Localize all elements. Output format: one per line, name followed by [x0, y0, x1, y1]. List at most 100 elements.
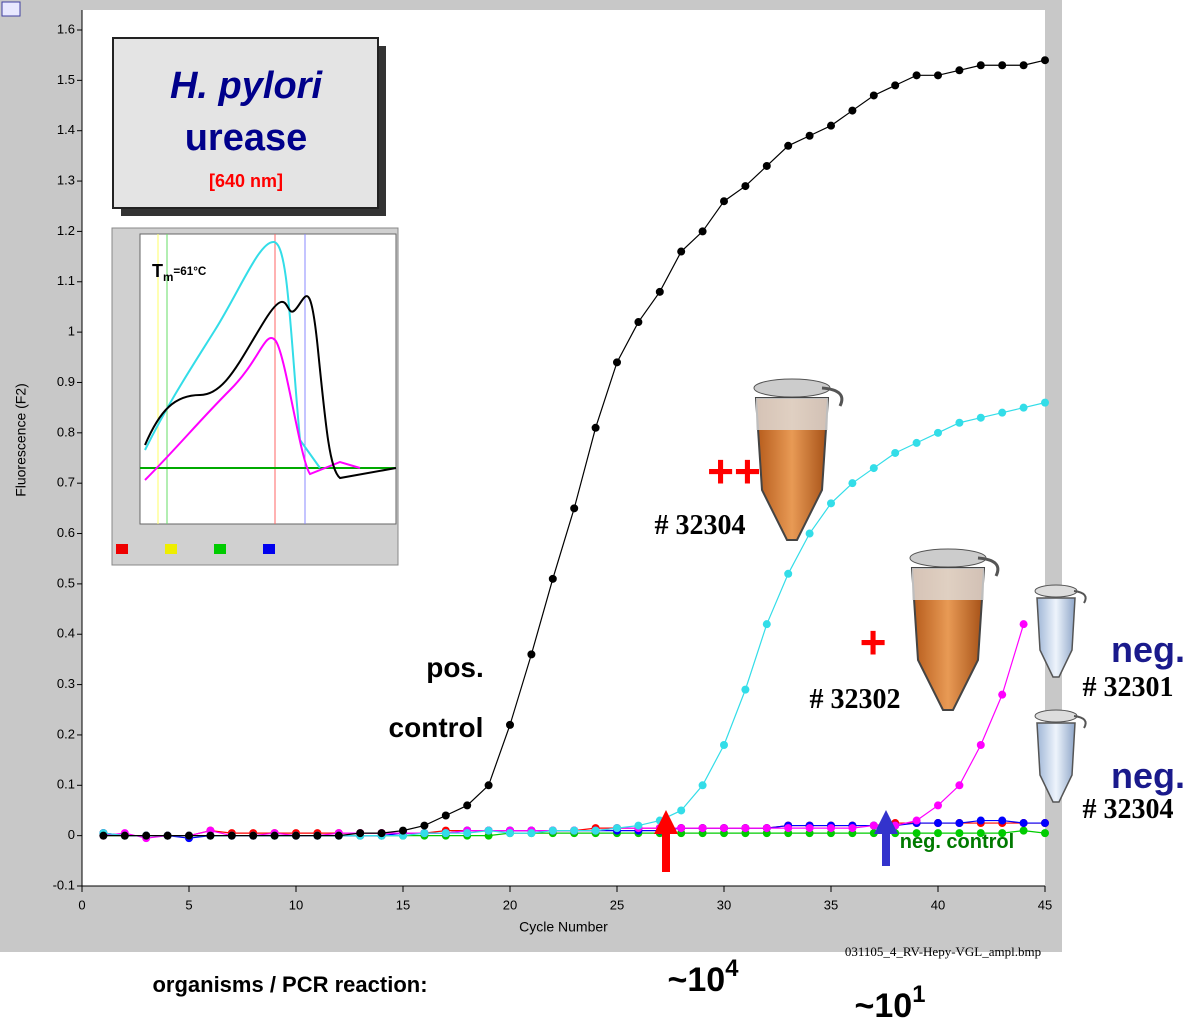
inset-legend-swatch [165, 544, 177, 554]
y-tick-label: 0.8 [57, 424, 75, 439]
data-point [634, 318, 642, 326]
data-point [613, 358, 621, 366]
y-tick-label: 1.5 [57, 72, 75, 87]
data-point [142, 832, 150, 840]
x-tick-label: 5 [185, 897, 192, 912]
annotation-part: neg. control [900, 831, 1014, 853]
data-point [121, 832, 129, 840]
data-point [848, 479, 856, 487]
data-point [164, 832, 172, 840]
data-point [1041, 399, 1049, 407]
tube-top [912, 568, 984, 600]
data-point [934, 71, 942, 79]
x-tick-label: 45 [1038, 897, 1052, 912]
data-point [955, 819, 963, 827]
annotation: [640 nm] [209, 171, 283, 191]
data-point [271, 832, 279, 840]
annotation-part: # 32301 [1083, 672, 1174, 703]
annotation-part: 4 [725, 955, 739, 982]
data-point [699, 227, 707, 235]
data-point [720, 824, 728, 832]
data-point [806, 530, 814, 538]
annotation: neg. [1111, 629, 1185, 670]
data-point [420, 822, 428, 830]
tube-lid [754, 379, 830, 397]
data-point [313, 832, 321, 840]
x-tick-label: 20 [503, 897, 517, 912]
data-point [356, 829, 364, 837]
data-point [977, 741, 985, 749]
annotation-part: neg. [1111, 755, 1185, 796]
data-point [485, 827, 493, 835]
x-tick-label: 30 [717, 897, 731, 912]
y-tick-label: 0.3 [57, 676, 75, 691]
data-point [463, 829, 471, 837]
y-tick-label: 1.4 [57, 122, 75, 137]
data-point [249, 832, 257, 840]
inset-legend-swatch [116, 544, 128, 554]
data-point [527, 829, 535, 837]
data-point [977, 61, 985, 69]
data-point [977, 817, 985, 825]
data-point [677, 806, 685, 814]
annotation-part: 1 [912, 981, 925, 1008]
data-point [977, 414, 985, 422]
data-point [934, 819, 942, 827]
data-point [656, 288, 664, 296]
data-point [506, 721, 514, 729]
data-point [378, 829, 386, 837]
y-tick-label: 1.3 [57, 172, 75, 187]
data-point [784, 142, 792, 150]
data-point [463, 801, 471, 809]
data-point [1041, 829, 1049, 837]
annotation: 031105_4_RV-Hepy-VGL_ampl.bmp [845, 944, 1041, 959]
annotation-part: control [389, 712, 484, 743]
data-point [998, 61, 1006, 69]
data-point [784, 570, 792, 578]
inset-legend-swatch [263, 544, 275, 554]
x-tick-label: 35 [824, 897, 838, 912]
annotation: # 32304 [655, 510, 746, 541]
y-tick-label: -0.1 [53, 877, 75, 892]
annotation: urease [185, 117, 308, 159]
data-point [613, 824, 621, 832]
annotation: + [860, 616, 887, 668]
annotation-part: [640 nm] [209, 171, 283, 191]
data-point [870, 464, 878, 472]
annotation-part: 031105_4_RV-Hepy-VGL_ampl.bmp [845, 944, 1041, 959]
annotation-part: # 32302 [810, 684, 901, 715]
data-point [934, 801, 942, 809]
data-point [913, 817, 921, 825]
data-point [1020, 61, 1028, 69]
data-point [549, 827, 557, 835]
data-point [699, 781, 707, 789]
data-point [934, 429, 942, 437]
data-point [185, 832, 193, 840]
data-point [998, 817, 1006, 825]
data-point [891, 81, 899, 89]
y-tick-label: 0.6 [57, 525, 75, 540]
data-point [206, 832, 214, 840]
x-tick-label: 25 [610, 897, 624, 912]
data-point [913, 439, 921, 447]
x-tick-label: 40 [931, 897, 945, 912]
x-axis-label: Cycle Number [519, 919, 608, 935]
annotation: organisms / PCR reaction: [152, 972, 427, 997]
data-point [763, 824, 771, 832]
data-point [806, 824, 814, 832]
y-tick-label: 1.1 [57, 273, 75, 288]
data-point [741, 686, 749, 694]
data-point [870, 91, 878, 99]
data-point [1020, 620, 1028, 628]
data-point [891, 449, 899, 457]
annotation: H. pylori [170, 65, 323, 107]
annotation: ~101 [855, 981, 926, 1025]
data-point [1020, 819, 1028, 827]
y-tick-label: 0.9 [57, 374, 75, 389]
data-point [549, 575, 557, 583]
data-point [677, 248, 685, 256]
data-point [913, 71, 921, 79]
data-point [720, 741, 728, 749]
annotation: control [389, 712, 484, 743]
data-point [806, 132, 814, 140]
